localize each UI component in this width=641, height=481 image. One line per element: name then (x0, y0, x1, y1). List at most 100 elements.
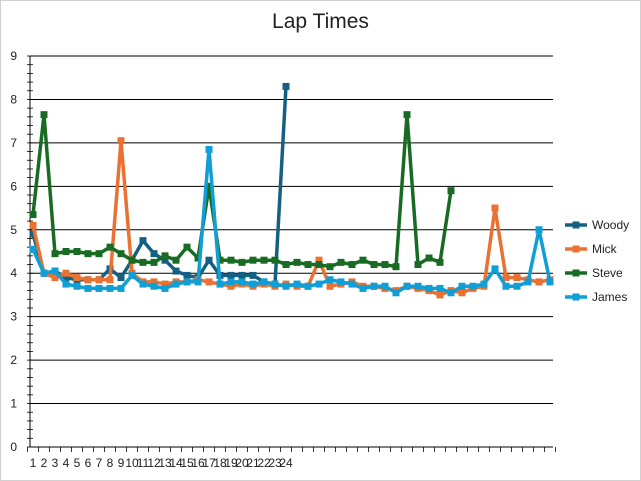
y-tick-label-2: 2 (10, 353, 17, 367)
data-point (40, 111, 48, 119)
data-point (304, 261, 312, 269)
data-point (73, 274, 81, 282)
legend-item-james: James (565, 290, 627, 304)
data-point (491, 265, 499, 273)
data-point (304, 282, 312, 290)
legend-label: Woody (592, 218, 629, 232)
data-point (183, 271, 191, 279)
data-point (128, 271, 136, 279)
data-point (227, 282, 235, 290)
data-point (381, 282, 389, 290)
data-point (326, 276, 334, 284)
data-point (414, 261, 422, 269)
data-point (106, 243, 114, 251)
data-point (260, 278, 268, 286)
x-tick-label-5: 5 (74, 456, 81, 470)
series-line-mick (31, 138, 551, 297)
axes (27, 55, 556, 452)
data-point (524, 278, 532, 286)
data-point (161, 252, 169, 260)
data-point (458, 282, 466, 290)
data-point (183, 243, 191, 251)
x-tick-label-9: 9 (118, 456, 125, 470)
series-james (29, 145, 554, 297)
data-point (315, 256, 323, 264)
data-point (238, 258, 246, 266)
data-point (480, 280, 488, 288)
data-point (161, 280, 169, 288)
data-point (436, 258, 444, 266)
data-point (29, 245, 37, 253)
data-point (117, 137, 125, 145)
data-point (161, 284, 169, 292)
y-tick-label-6: 6 (10, 179, 17, 193)
data-point (51, 250, 59, 258)
data-point (117, 274, 125, 282)
data-point (117, 284, 125, 292)
data-point (403, 111, 411, 119)
x-tick-label-23: 23 (268, 456, 282, 470)
data-point (491, 204, 499, 212)
legend-swatch-marker (572, 221, 580, 229)
data-point (359, 284, 367, 292)
data-point (51, 274, 59, 282)
x-tick-label-24: 24 (279, 456, 293, 470)
data-point (271, 256, 279, 264)
data-point (172, 267, 180, 275)
data-point (150, 282, 158, 290)
data-point (282, 261, 290, 269)
data-point (183, 278, 191, 286)
x-tick-label-7: 7 (96, 456, 103, 470)
data-point (205, 256, 213, 264)
data-point (216, 280, 224, 288)
data-point (117, 250, 125, 258)
y-tick-label-7: 7 (10, 136, 17, 150)
data-point (370, 261, 378, 269)
data-point (425, 284, 433, 292)
data-point (282, 82, 290, 90)
data-point (139, 258, 147, 266)
data-point (381, 261, 389, 269)
data-point (139, 280, 147, 288)
x-tick-label-6: 6 (85, 456, 92, 470)
data-point (370, 282, 378, 290)
data-point (84, 284, 92, 292)
data-point (161, 256, 169, 264)
x-tick-label-2: 2 (41, 456, 48, 470)
data-point (359, 256, 367, 264)
data-point (62, 274, 70, 282)
chart-title: Lap Times (272, 10, 369, 33)
data-point (392, 263, 400, 271)
series-line-woody (31, 86, 288, 286)
data-point (150, 258, 158, 266)
data-point (348, 261, 356, 269)
data-point (337, 258, 345, 266)
data-point (315, 261, 323, 269)
data-point (535, 278, 543, 286)
x-tick-label-14: 14 (169, 456, 183, 470)
data-point (337, 278, 345, 286)
data-point (249, 280, 257, 288)
data-point (106, 284, 114, 292)
data-point (238, 278, 246, 286)
data-point (29, 221, 37, 229)
x-tick-label-10: 10 (125, 456, 139, 470)
series-mick (29, 137, 554, 299)
data-point (315, 280, 323, 288)
x-tick-label-16: 16 (191, 456, 205, 470)
data-point (414, 282, 422, 290)
series-line-steve (31, 112, 453, 269)
x-tick-label-17: 17 (202, 456, 216, 470)
data-point (205, 145, 213, 153)
legend-item-steve: Steve (565, 266, 623, 280)
data-point (194, 254, 202, 262)
x-tick-label-21: 21 (246, 456, 260, 470)
data-point (469, 282, 477, 290)
data-point (293, 258, 301, 266)
data-point (249, 256, 257, 264)
data-point (502, 282, 510, 290)
data-point (150, 278, 158, 286)
x-tick-label-18: 18 (213, 456, 227, 470)
